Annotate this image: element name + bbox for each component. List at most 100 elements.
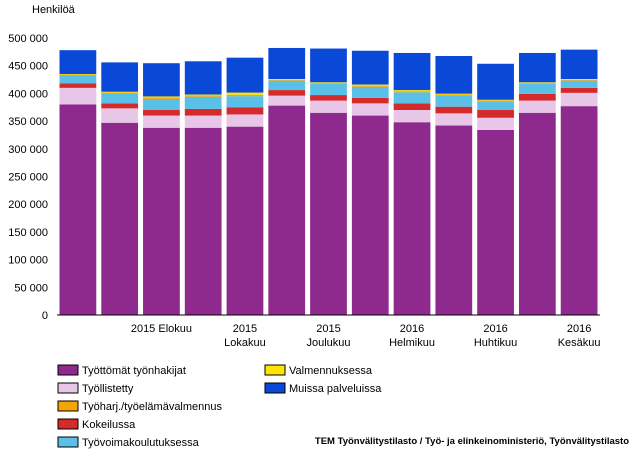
bar-segment — [226, 94, 264, 97]
bar-segment — [560, 80, 598, 88]
legend-swatch — [57, 364, 79, 376]
legend-label: Työvoimakoulutuksessa — [82, 437, 200, 449]
bar-segment — [518, 83, 556, 94]
bar-segment — [560, 79, 598, 81]
x-tick-label: Kesäkuu — [558, 337, 601, 349]
bar-segment — [435, 94, 473, 96]
bar-segment — [351, 84, 389, 86]
bar-segment — [101, 108, 139, 123]
x-tick-label: Huhtikuu — [474, 337, 517, 349]
bar-segment — [59, 83, 97, 88]
bar-segment — [560, 92, 598, 107]
x-tick-label: 2016 — [400, 323, 424, 335]
bar-segment — [351, 86, 389, 98]
bar-segment — [59, 75, 97, 84]
bar-segment — [143, 63, 180, 97]
bar-segment — [518, 52, 556, 83]
bar-stack — [560, 49, 598, 315]
bar-segment — [143, 110, 180, 116]
bar-segment — [268, 79, 306, 81]
bar-segment — [560, 79, 598, 80]
y-tick-label: 500 000 — [8, 33, 48, 45]
bar-segment — [518, 112, 556, 315]
bar-segment — [477, 63, 514, 100]
y-tick-label: 400 000 — [8, 88, 48, 100]
legend-label: Kokeilussa — [82, 419, 136, 431]
bar-stack — [351, 50, 389, 315]
bar-stack — [518, 52, 556, 315]
x-tick-label: 2015 Elokuu — [131, 323, 192, 335]
bar-segment — [435, 93, 473, 95]
bar-segment — [310, 48, 347, 83]
bar-segment — [393, 52, 431, 91]
y-axis-label: Henkilöä — [32, 4, 76, 16]
bar-segment — [143, 96, 180, 98]
x-tick-label: Helmikuu — [389, 337, 435, 349]
bar-segment — [101, 103, 139, 109]
bar-segment — [268, 47, 306, 79]
bars — [59, 47, 598, 316]
bar-segment — [518, 100, 556, 113]
bar-segment — [184, 96, 222, 109]
bar-segment — [226, 96, 264, 108]
bar-segment — [268, 95, 306, 106]
bar-segment — [143, 97, 180, 99]
bar-segment — [477, 117, 514, 130]
y-tick-label: 0 — [42, 310, 48, 322]
legend-item: Muissa palveluissa — [264, 382, 382, 395]
bar-segment — [268, 90, 306, 96]
bar-segment — [143, 115, 180, 128]
y-tick-label: 150 000 — [8, 227, 48, 239]
bar-segment — [184, 108, 222, 116]
legend: Työttömät työnhakijat Työllistetty Työharj… — [57, 364, 382, 449]
bar-segment — [477, 100, 514, 102]
bar-segment — [477, 99, 514, 101]
bar-stack — [59, 50, 97, 315]
bar-segment — [226, 57, 264, 93]
bar-segment — [560, 49, 598, 79]
x-tick-label: 2016 — [567, 323, 591, 335]
bar-segment — [310, 82, 347, 84]
bar-segment — [101, 92, 139, 94]
x-tick-label: Joulukuu — [306, 337, 350, 349]
bar-segment — [101, 62, 139, 92]
x-tick-label: 2016 — [483, 323, 507, 335]
y-ticks: 0 50 000 100 000 150 000 200 000 250 000 300 0… — [8, 33, 48, 322]
legend-label: Työllistetty — [82, 383, 134, 395]
bar-segment — [143, 127, 180, 315]
bar-segment — [59, 74, 97, 76]
bar-segment — [101, 91, 139, 93]
bar-segment — [59, 50, 97, 75]
legend-swatch — [57, 436, 79, 448]
legend-swatch — [264, 382, 286, 394]
bar-stack — [268, 47, 306, 315]
bar-segment — [101, 93, 139, 104]
bar-segment — [393, 110, 431, 123]
y-tick-label: 50 000 — [14, 282, 48, 294]
bar-segment — [268, 80, 306, 91]
legend-item: Kokeilussa — [57, 418, 136, 431]
legend-swatch — [57, 400, 79, 412]
legend-swatch — [264, 364, 286, 376]
bar-stack — [143, 63, 180, 315]
bar-segment — [351, 85, 389, 87]
legend-label: Työharj./työelämävalmennus — [82, 401, 223, 413]
bar-segment — [184, 127, 222, 315]
bar-segment — [351, 97, 389, 104]
legend-item: Työharj./työelämävalmennus — [57, 400, 223, 413]
y-tick-label: 250 000 — [8, 172, 48, 184]
bar-segment — [477, 110, 514, 118]
source-note: TEM Työnvälitystilasto / Työ- ja elinkei… — [315, 436, 629, 447]
bar-stack — [310, 48, 347, 315]
legend-item: Työllistetty — [57, 382, 134, 395]
bar-segment — [184, 61, 222, 95]
bar-segment — [435, 113, 473, 126]
bar-segment — [477, 129, 514, 315]
bar-stack — [226, 57, 264, 315]
legend-item: Työvoimakoulutuksessa — [57, 436, 200, 449]
bar-segment — [310, 95, 347, 101]
legend-item: Valmennuksessa — [264, 364, 373, 377]
bar-segment — [435, 125, 473, 315]
bar-segment — [226, 107, 264, 115]
